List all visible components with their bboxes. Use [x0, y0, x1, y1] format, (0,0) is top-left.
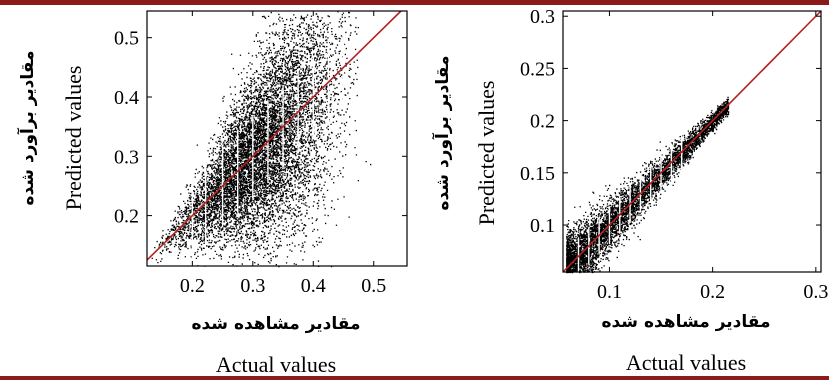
scatter-point-cloud — [566, 96, 730, 274]
x-tick-label-0: 0.2 — [180, 275, 205, 297]
scatter-points-left — [151, 11, 372, 268]
x-tick-label-2: 0.4 — [301, 275, 326, 297]
x-tick-label-0: 0.1 — [597, 281, 622, 303]
x-axis-label-right: Actual values — [626, 350, 746, 375]
identity-line-right — [562, 10, 822, 273]
ticks-left: 0.2 0.3 0.4 0.5 0.2 0.3 0.4 0.5 — [114, 11, 407, 297]
plot-frame-right — [562, 10, 822, 273]
y-tick-label-2: 0.4 — [114, 87, 139, 109]
bottom-border-bar — [0, 376, 829, 380]
scatter-points-right — [566, 96, 730, 274]
y-tick-label-1: 0.15 — [520, 163, 555, 185]
x-tick-label-2: 0.3 — [803, 281, 828, 303]
y-tick-label-2: 0.2 — [530, 111, 555, 133]
identity-line-left — [146, 10, 402, 261]
y-axis-label-fa-left: مقادیر برآورد شده — [16, 50, 38, 205]
y-axis-label-right: Predicted values — [474, 81, 499, 226]
x-axis-label-left: Actual values — [216, 352, 336, 377]
plot-frame-left — [146, 10, 408, 267]
y-axis-label-left: Predicted values — [61, 66, 86, 211]
scatter-chart-right: 0.1 0.2 0.3 0.1 0.15 0.2 0.25 0.3 مقادیر مشاهده… — [431, 6, 828, 375]
top-border-bar — [0, 0, 829, 5]
ticks-right: 0.1 0.2 0.3 0.1 0.15 0.2 0.25 0.3 — [520, 6, 828, 303]
y-tick-label-0: 0.1 — [530, 215, 555, 237]
x-tick-label-3: 0.5 — [361, 275, 386, 297]
y-tick-label-4: 0.3 — [530, 6, 555, 28]
x-tick-label-1: 0.2 — [700, 281, 725, 303]
scatter-chart-left: 0.2 0.3 0.4 0.5 0.2 0.3 0.4 0.5 مقادیر مشاهده ش… — [16, 10, 408, 377]
y-axis-label-fa-right: مقادیر برآورد شده — [431, 55, 453, 210]
x-axis-label-fa-right: مقادیر مشاهده شده — [601, 312, 770, 332]
y-tick-label-3: 0.25 — [520, 58, 555, 80]
x-tick-label-1: 0.3 — [240, 275, 265, 297]
x-axis-label-fa-left: مقادیر مشاهده شده — [191, 314, 360, 334]
y-tick-label-3: 0.5 — [114, 28, 139, 50]
y-tick-label-0: 0.2 — [114, 206, 139, 228]
scatter-point-cloud — [151, 11, 372, 268]
y-tick-label-1: 0.3 — [114, 146, 139, 168]
